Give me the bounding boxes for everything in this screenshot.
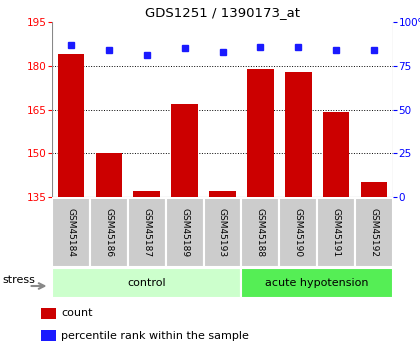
Bar (96, 153, 122, 197)
Bar (204, 198, 241, 267)
Bar (317, 198, 355, 267)
Text: stress: stress (3, 275, 35, 285)
Text: GSM45190: GSM45190 (294, 208, 303, 257)
Text: control: control (127, 278, 166, 288)
Bar (134, 191, 160, 197)
Bar (323, 112, 349, 197)
Bar (361, 183, 387, 197)
Text: GSM45191: GSM45191 (332, 208, 341, 257)
Bar (52, 198, 90, 267)
Text: acute hypotension: acute hypotension (265, 278, 369, 288)
Text: GSM45189: GSM45189 (180, 208, 189, 257)
Bar (355, 198, 393, 267)
Bar (128, 198, 165, 267)
Bar (285, 71, 312, 197)
Text: GSM45192: GSM45192 (370, 208, 378, 257)
Text: GSM45186: GSM45186 (104, 208, 113, 257)
Bar (247, 69, 274, 197)
Bar (279, 198, 317, 267)
Bar (52, 268, 242, 298)
Title: GDS1251 / 1390173_at: GDS1251 / 1390173_at (145, 7, 300, 19)
Bar (58, 54, 84, 197)
Text: GSM45188: GSM45188 (256, 208, 265, 257)
Bar (165, 198, 204, 267)
Text: percentile rank within the sample: percentile rank within the sample (61, 331, 249, 341)
Text: GSM45187: GSM45187 (142, 208, 151, 257)
Bar (41, 330, 56, 342)
Text: GSM45184: GSM45184 (66, 208, 76, 257)
Bar (90, 198, 128, 267)
Text: GSM45193: GSM45193 (218, 208, 227, 257)
Bar (41, 308, 56, 319)
Text: count: count (61, 308, 93, 318)
Bar (241, 198, 279, 267)
Bar (241, 268, 393, 298)
Bar (209, 191, 236, 197)
Bar (171, 104, 198, 197)
